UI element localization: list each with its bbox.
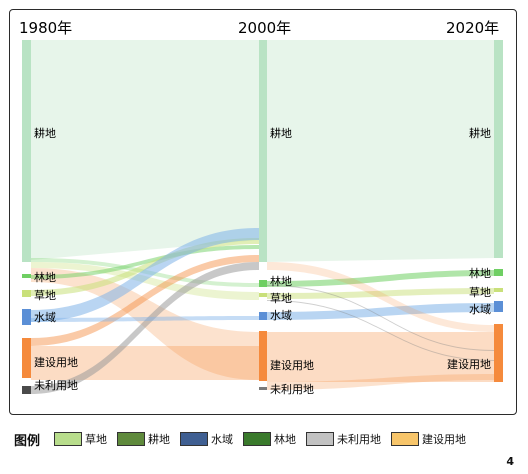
node-2020-water: [494, 301, 503, 312]
label-1980-forest: 林地: [34, 270, 56, 284]
legend-swatch-water: [180, 432, 209, 446]
flow-water-cropland-1: [31, 228, 259, 322]
flow-grass-grass-2: [267, 288, 494, 299]
node-2020-grass: [494, 288, 503, 292]
flow-cropland-cropland-1: [31, 40, 259, 260]
node-2000-built: [259, 331, 267, 381]
legend-title: 图例: [14, 433, 41, 449]
node-2000-grass: [259, 293, 267, 297]
label-2020-forest: 林地: [469, 266, 491, 280]
legend-label-cropland: 耕地: [148, 433, 171, 446]
node-2020-cropland: [494, 40, 503, 258]
label-1980-cropland: 耕地: [34, 126, 56, 140]
legend-item-built: 建设用地: [391, 431, 466, 447]
nodes-2000: [259, 40, 267, 390]
legend-label-forest: 林地: [274, 433, 297, 446]
flow-cropland-built-2: [267, 262, 494, 332]
year-1980: 1980年: [19, 19, 72, 37]
year-2020: 2020年: [446, 19, 499, 37]
flow-unused-cropland-1: [31, 262, 259, 394]
legend-swatch-unused: [306, 432, 335, 446]
label-2020-grass: 草地: [469, 286, 491, 299]
flow-forest-cropland-1: [31, 245, 259, 279]
legend-item-cropland: 耕地: [117, 431, 170, 447]
flow-built-built-2: [267, 332, 494, 382]
label-2000-forest: 林地: [270, 274, 292, 288]
label-2000-grass: 草地: [270, 292, 292, 305]
node-1980-built: [22, 338, 31, 378]
flow-water-water-2: [267, 303, 494, 320]
flow-forest-forest-2: [267, 270, 494, 287]
legend-item-grass: 草地: [54, 431, 107, 447]
node-1980-unused: [22, 386, 31, 394]
node-2000-water: [259, 312, 267, 320]
label-2000-built: 建设用地: [270, 358, 314, 372]
sankey-diagram: 1980年 2000年 2020年: [19, 19, 503, 396]
label-1980-unused: 未利用地: [34, 379, 78, 392]
node-1980-forest: [22, 274, 31, 278]
node-2000-unused: [259, 387, 267, 390]
node-2020-forest: [494, 269, 503, 276]
flows-1980-2000: [31, 40, 259, 394]
label-1980-grass: 草地: [34, 289, 56, 302]
nodes-2020: [494, 40, 503, 382]
node-1980-water: [22, 309, 31, 325]
label-2020-water: 水域: [469, 303, 491, 316]
page-number: 4: [506, 455, 514, 468]
legend-swatch-grass: [54, 432, 83, 446]
label-2020-built: 建设用地: [447, 357, 491, 371]
label-2000-unused: 未利用地: [270, 383, 314, 396]
year-2000: 2000年: [238, 19, 291, 37]
node-2000-forest: [259, 280, 267, 287]
legend-item-forest: 林地: [243, 431, 296, 447]
legend-swatch-cropland: [117, 432, 146, 446]
flows-2000-2020: [267, 40, 494, 390]
label-1980-water: 水域: [34, 311, 56, 324]
label-2000-cropland: 耕地: [270, 126, 292, 140]
legend-label-built: 建设用地: [422, 433, 467, 446]
legend-item-unused: 未利用地: [306, 431, 381, 447]
diagram-frame: [9, 9, 517, 415]
legend-label-water: 水域: [211, 433, 234, 446]
nodes-1980: [22, 40, 31, 394]
flow-grass-cropland-1: [31, 238, 259, 296]
legend-swatch-built: [391, 432, 420, 446]
node-1980-grass: [22, 290, 31, 297]
flow-water-water-1: [31, 316, 259, 322]
legend-label-grass: 草地: [85, 433, 108, 446]
legend-item-water: 水域: [180, 431, 233, 447]
node-1980-cropland: [22, 40, 31, 262]
node-2000-cropland: [259, 40, 267, 262]
legend: 图例 草地 耕地 水域 林地 未利用地 建设用地: [14, 428, 476, 450]
flow-built-cropland-1: [31, 255, 259, 346]
legend-swatch-forest: [243, 432, 272, 446]
legend-label-unused: 未利用地: [337, 433, 382, 446]
label-2020-cropland: 耕地: [469, 126, 491, 140]
flow-cropland-cropland-2: [267, 40, 494, 262]
label-1980-built: 建设用地: [34, 355, 78, 369]
label-2000-water: 水域: [270, 309, 292, 322]
node-2020-built: [494, 324, 503, 382]
flow-unused-built-2: [267, 374, 494, 390]
